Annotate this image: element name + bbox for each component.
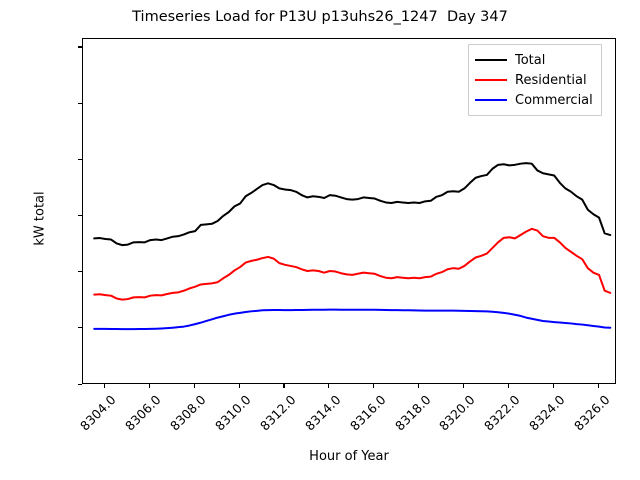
legend-item-total: Total	[475, 50, 593, 70]
x-tick-mark	[238, 384, 240, 388]
legend: Total Residential Commercial	[468, 44, 602, 116]
legend-swatch-total	[475, 59, 507, 61]
x-tick-mark	[418, 384, 420, 388]
y-tick-mark	[78, 383, 82, 385]
x-tick-mark	[597, 384, 599, 388]
x-tick-mark	[103, 384, 106, 388]
y-tick-mark	[78, 327, 82, 329]
y-tick-mark	[78, 46, 82, 48]
x-tick-mark	[373, 384, 375, 388]
y-tick-mark	[78, 158, 82, 160]
legend-swatch-commercial	[475, 99, 507, 101]
legend-label: Residential	[515, 72, 587, 88]
x-tick-mark	[552, 384, 554, 388]
legend-item-residential: Residential	[475, 70, 593, 90]
x-tick-mark	[507, 384, 509, 388]
series-line-commercial	[93, 308, 612, 331]
x-axis-label: Hour of Year	[309, 449, 389, 464]
series-line-residential	[93, 227, 612, 301]
legend-item-commercial: Commercial	[475, 90, 593, 110]
legend-label: Total	[515, 52, 546, 68]
chart-title: Timeseries Load for P13U p13uhs26_1247 D…	[132, 9, 508, 25]
legend-swatch-residential	[475, 79, 507, 81]
x-tick-mark	[193, 384, 195, 388]
y-tick-mark	[78, 271, 82, 273]
y-tick-mark	[78, 214, 82, 217]
legend-label: Commercial	[515, 92, 593, 108]
y-axis-label: kW total	[32, 191, 48, 246]
y-tick-mark	[78, 102, 82, 104]
series-line-total	[93, 162, 612, 247]
x-tick-mark	[462, 384, 465, 388]
x-tick-mark	[148, 384, 150, 388]
x-tick-mark	[283, 384, 285, 388]
plot-lines	[93, 162, 612, 331]
x-tick-mark	[328, 384, 330, 388]
